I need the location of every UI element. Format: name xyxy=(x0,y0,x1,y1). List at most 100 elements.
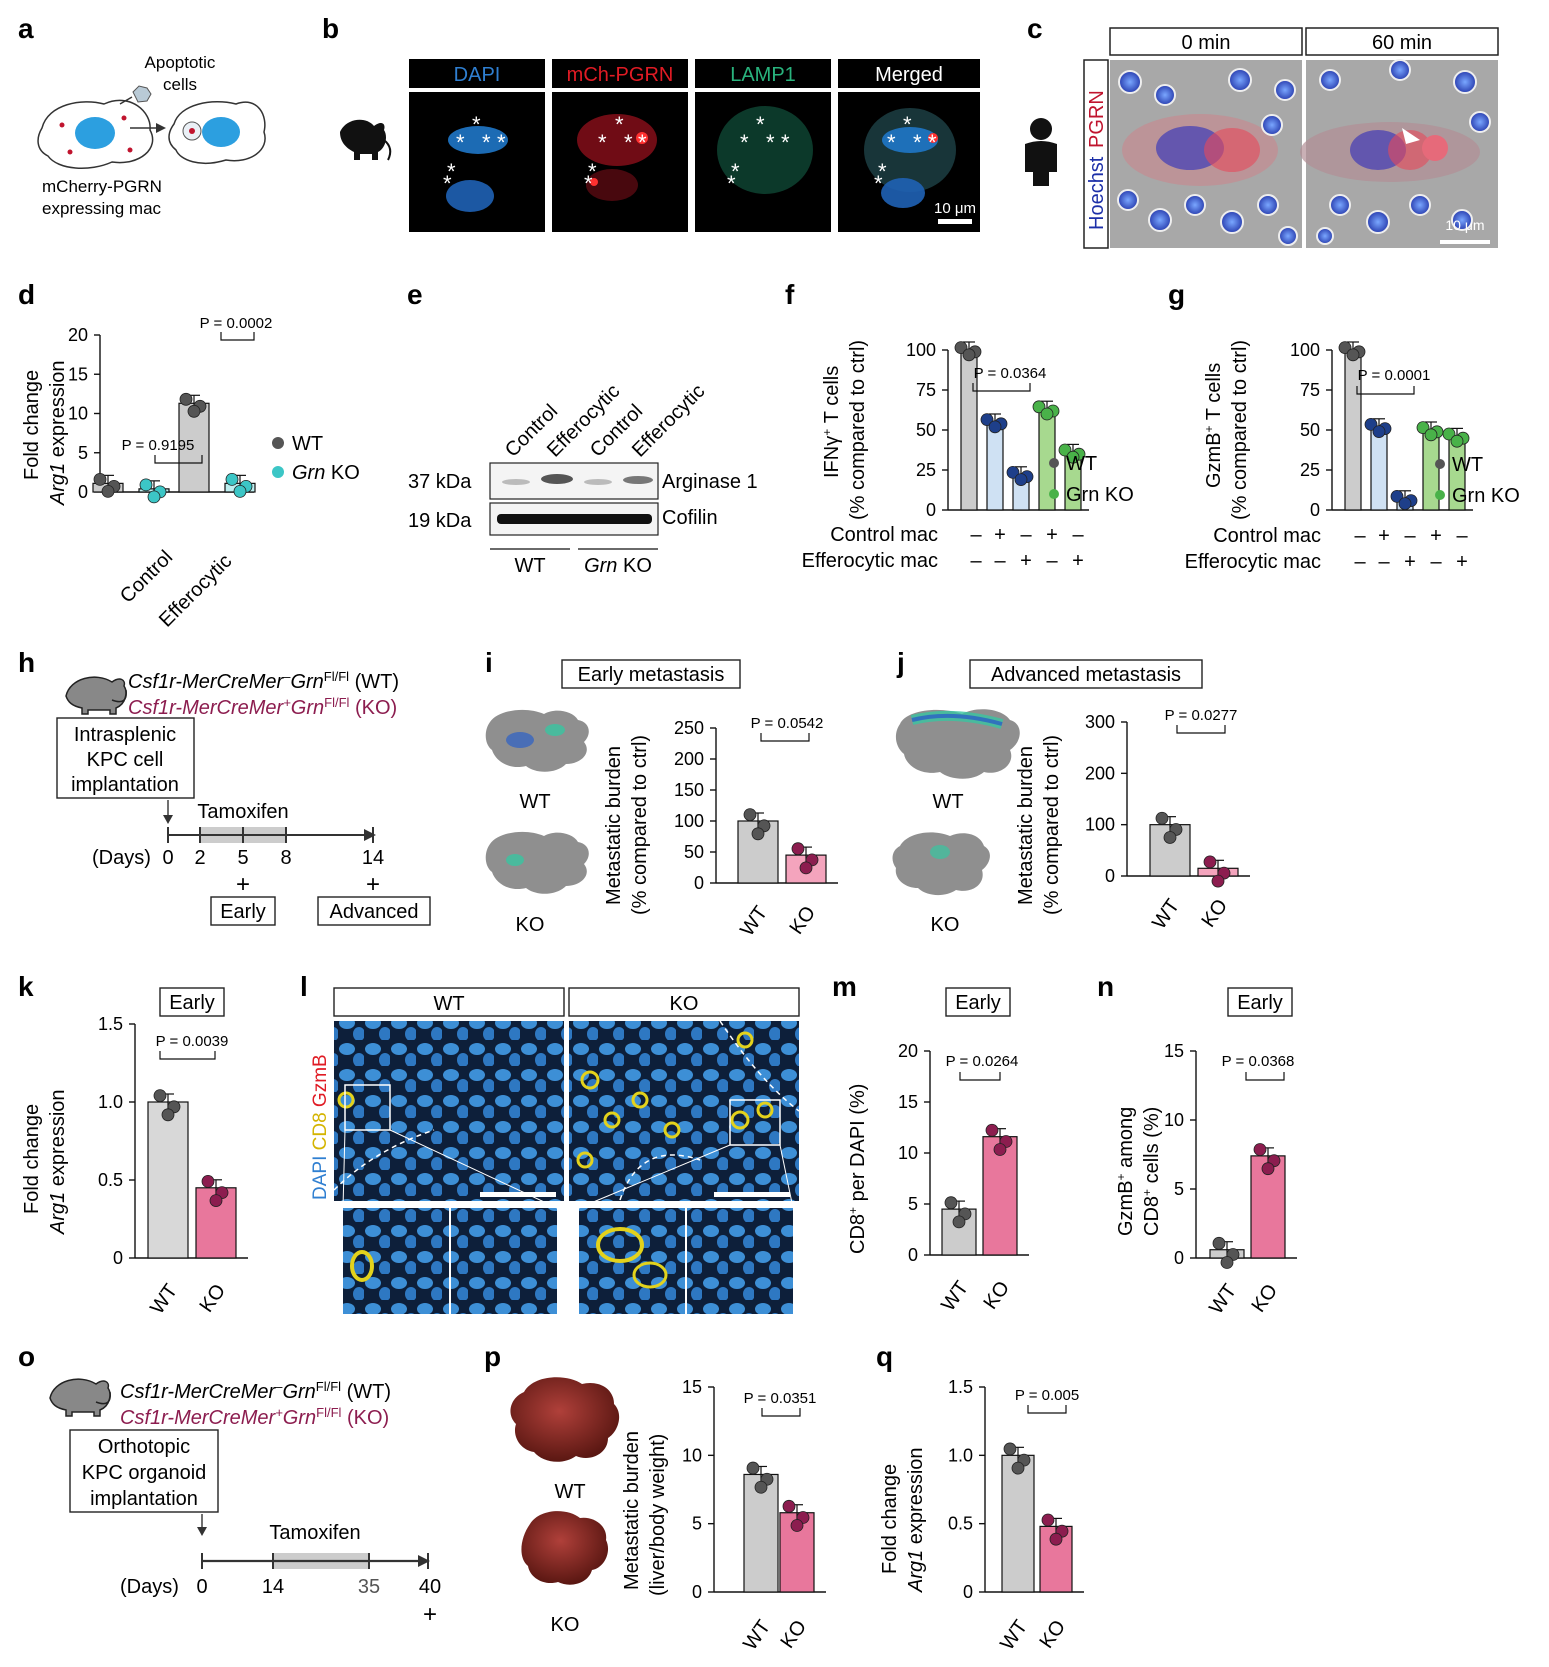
h-days-label: (Days) xyxy=(92,847,151,869)
q-ylabel-2: Arg1 expression xyxy=(905,1447,927,1593)
i-title: Early metastasis xyxy=(578,664,725,686)
svg-text:*: * xyxy=(878,159,887,184)
panel-letter-m: m xyxy=(832,971,857,1002)
legend-wt-dot xyxy=(272,437,284,449)
svg-text:*: * xyxy=(874,171,883,196)
g-ytick-label: 50 xyxy=(1300,420,1320,440)
k-xtick-label: KO xyxy=(195,1280,230,1316)
svg-text:*: * xyxy=(756,112,765,137)
m-data-point xyxy=(944,1196,958,1210)
g-p: P = 0.0001 xyxy=(1358,367,1431,384)
m-ytick-label: 20 xyxy=(898,1041,918,1061)
f-ytick-label: 75 xyxy=(916,380,936,400)
d-ytick-label: 0 xyxy=(78,482,88,502)
g-ylabel-1: GzmB+ T cells xyxy=(1202,363,1225,488)
g-data-point xyxy=(1424,428,1438,442)
q-plot-area: 0 0.5 1.0 1.5 WT KO xyxy=(948,1377,1084,1654)
q-data-point xyxy=(1011,1461,1025,1475)
l-wt-header: WT xyxy=(433,993,464,1015)
panel-letter-n: n xyxy=(1097,971,1114,1002)
o-box xyxy=(69,1429,219,1513)
h-box-1: Intrasplenic xyxy=(74,724,176,746)
svg-text:2: 2 xyxy=(194,847,205,869)
g-sign-row2: – xyxy=(1430,551,1442,573)
f-plot-area: 0 25 50 75 100 xyxy=(906,340,1089,520)
j-data-point xyxy=(1163,831,1177,844)
n-data-point xyxy=(1253,1143,1267,1156)
l-ko-header: KO xyxy=(670,993,699,1015)
svg-text:*: * xyxy=(766,130,775,155)
panel-letter-q: q xyxy=(876,1341,893,1372)
g-sign-row1: – xyxy=(1354,525,1366,547)
k-data-point xyxy=(201,1175,215,1188)
legend-wt: WT xyxy=(292,433,323,455)
i-ytick-label: 50 xyxy=(684,842,704,862)
q-data-point xyxy=(1003,1442,1017,1456)
l-inset-wt-1 xyxy=(343,1208,449,1314)
j-ytick-label: 200 xyxy=(1085,763,1115,783)
m-ytick-label: 0 xyxy=(908,1245,918,1265)
m-ytick-label: 15 xyxy=(898,1092,918,1112)
f-data-point xyxy=(1014,473,1028,487)
o-days-label: (Days) xyxy=(120,1576,179,1598)
f-ytick-label: 100 xyxy=(906,340,936,360)
f-ytick-label: 0 xyxy=(926,500,936,520)
p-p: P = 0.0351 xyxy=(744,1390,817,1407)
l-inset-ko-2 xyxy=(687,1208,793,1314)
apoptotic-label: Apoptotic xyxy=(145,53,216,72)
d-data-point xyxy=(225,472,239,486)
svg-text:*: * xyxy=(584,171,593,196)
j-title: Advanced metastasis xyxy=(991,664,1181,686)
n-ytick-label: 10 xyxy=(1164,1110,1184,1130)
k-data-point xyxy=(161,1108,175,1122)
o-box-1: Orthotopic xyxy=(98,1436,190,1458)
e-arginase: Arginase 1 xyxy=(662,471,758,493)
d-ylabel-2: Arg1 expression xyxy=(47,360,69,506)
e-kda-19: 19 kDa xyxy=(408,510,472,532)
p-data-point xyxy=(746,1461,760,1475)
f-data-point xyxy=(1066,450,1080,464)
panel-letter-o: o xyxy=(18,1341,35,1372)
d-data-point xyxy=(179,392,193,406)
panel-n: Early GzmB+ among CD8+ cells (%) 0 5 10 15 W… xyxy=(1114,987,1297,1318)
q-xtick-label: KO xyxy=(1035,1616,1070,1652)
e-geno-ko: Grn KO xyxy=(584,555,652,577)
d-data-point xyxy=(147,490,161,504)
liver-wt-early xyxy=(485,709,589,772)
i-ytick-label: 150 xyxy=(674,780,704,800)
time-0: 0 min xyxy=(1182,32,1231,54)
panel-h-schematic: Csf1r-MerCreMer–GrnFl/Fl (WT) Csf1r-MerC… xyxy=(56,669,431,926)
p-data-point xyxy=(782,1499,796,1513)
panel-d-chart: Fold change Arg1 expression 0 5 10 15 20 P =… xyxy=(21,315,360,632)
svg-text:*: * xyxy=(482,130,491,155)
p-ytick-label: 10 xyxy=(682,1445,702,1465)
f-sign-row1: + xyxy=(1046,524,1058,546)
i-wt-label: WT xyxy=(519,791,550,813)
f-ytick-label: 25 xyxy=(916,460,936,480)
svg-text:*: * xyxy=(598,130,607,155)
svg-text:40: 40 xyxy=(419,1576,441,1598)
g-data-point xyxy=(1390,489,1404,503)
svg-text:5: 5 xyxy=(237,847,248,869)
scale-bar-c xyxy=(1440,240,1490,244)
m-ytick-label: 10 xyxy=(898,1143,918,1163)
panel-e-blot: Control Efferocytic Control Efferocytic … xyxy=(408,380,758,577)
svg-text:14: 14 xyxy=(362,847,384,869)
i-ytick-label: 200 xyxy=(674,749,704,769)
q-ytick-label: 0.5 xyxy=(948,1514,973,1534)
n-plot-area: 0 5 10 15 WT KO xyxy=(1164,1041,1297,1318)
k-bar-wt xyxy=(147,1101,189,1259)
f-data-point xyxy=(962,348,976,362)
p-xtick-label: WT xyxy=(739,1616,775,1654)
f-bar-2 xyxy=(986,421,1004,511)
panel-letter-c: c xyxy=(1027,13,1043,44)
svg-text:*: * xyxy=(624,130,633,155)
panel-o-schematic: Csf1r-MerCreMer–GrnFl/Fl (WT) Csf1r-MerC… xyxy=(49,1379,441,1628)
g-sign-row1: + xyxy=(1430,525,1442,547)
g-legend-wt: WT xyxy=(1452,454,1483,476)
svg-text:0: 0 xyxy=(162,847,173,869)
n-p: P = 0.0368 xyxy=(1222,1053,1295,1070)
q-p: P = 0.005 xyxy=(1015,1387,1079,1404)
panel-letter-k: k xyxy=(18,971,34,1002)
f-legend-ko: Grn KO xyxy=(1066,484,1134,506)
